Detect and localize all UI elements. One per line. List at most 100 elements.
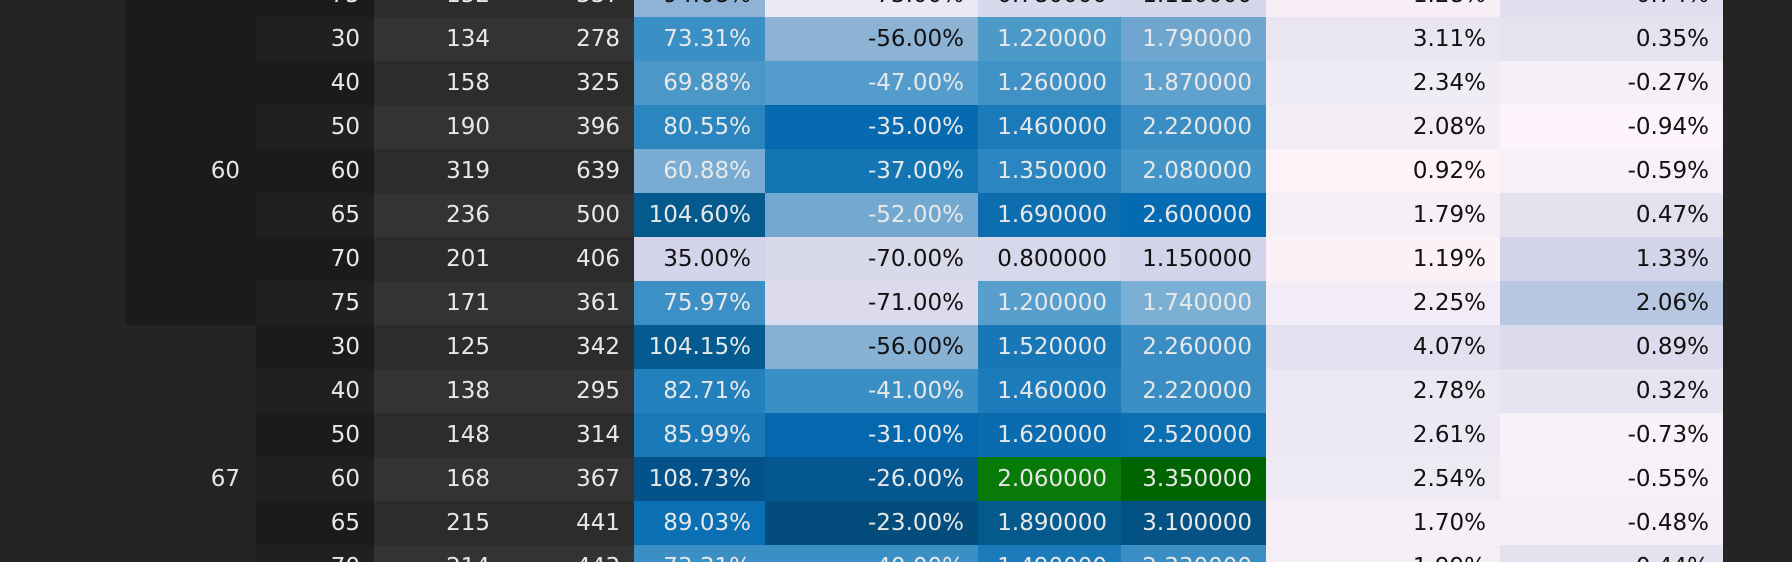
percent-b-cell[interactable]: 0.89% — [1500, 325, 1723, 369]
change-cell[interactable]: -41.00% — [765, 369, 978, 413]
metric-a-cell[interactable]: 1.460000 — [978, 105, 1121, 149]
count-b-cell[interactable]: 361 — [576, 290, 620, 316]
metric-b-cell[interactable]: 2.220000 — [1121, 105, 1266, 149]
ratio-cell[interactable]: 85.99% — [634, 413, 765, 457]
percent-b-cell[interactable]: 2.06% — [1500, 281, 1723, 325]
count-b-cell[interactable]: 443 — [504, 545, 634, 562]
percent-a-cell[interactable]: 1.99% — [1266, 545, 1500, 562]
metric-b-cell[interactable]: 2.080000 — [1121, 149, 1266, 193]
count-a-cell[interactable]: 148 — [446, 422, 490, 448]
percent-b-cell[interactable]: -0.48% — [1500, 501, 1723, 545]
count-a-cell[interactable]: 201 — [446, 246, 490, 272]
percent-a-cell[interactable]: 3.11% — [1266, 17, 1500, 61]
ratio-cell[interactable]: 35.00% — [634, 237, 765, 281]
change-cell[interactable]: -73.00% — [765, 0, 978, 17]
count-a-cell[interactable]: 158 — [446, 70, 490, 96]
metric-b-cell[interactable]: 2.520000 — [1121, 413, 1266, 457]
change-cell[interactable]: -70.00% — [765, 237, 978, 281]
metric-a-cell[interactable]: 1.520000 — [978, 325, 1121, 369]
subgroup-cell[interactable]: 75 — [256, 0, 374, 17]
count-b-cell[interactable]: 342 — [576, 334, 620, 360]
subgroup-cell[interactable]: 40 — [256, 61, 374, 105]
subgroup-cell[interactable]: 70 — [256, 545, 374, 562]
change-cell[interactable]: -40.00% — [765, 545, 978, 562]
count-b-cell[interactable]: 367 — [576, 466, 620, 492]
count-a-cell[interactable]: 134 — [446, 26, 490, 52]
percent-a-cell[interactable]: 2.08% — [1266, 105, 1500, 149]
count-a-cell[interactable]: 168 — [446, 466, 490, 492]
percent-b-cell[interactable]: -0.73% — [1500, 413, 1723, 457]
count-a-cell[interactable]: 214 — [374, 545, 504, 562]
metric-a-cell[interactable]: 1.260000 — [978, 61, 1121, 105]
metric-a-cell[interactable]: 0.800000 — [978, 237, 1121, 281]
subgroup-cell[interactable]: 60 — [256, 149, 374, 193]
subgroup-cell[interactable]: 75 — [256, 281, 374, 325]
metric-b-cell[interactable]: 2.220000 — [1121, 369, 1266, 413]
change-cell[interactable]: -31.00% — [765, 413, 978, 457]
ratio-cell[interactable]: 104.60% — [634, 193, 765, 237]
subgroup-cell[interactable]: 40 — [256, 369, 374, 413]
count-a-cell[interactable]: 190 — [446, 114, 490, 140]
ratio-cell[interactable]: 82.71% — [634, 369, 765, 413]
change-cell[interactable]: -26.00% — [765, 457, 978, 501]
metric-b-cell[interactable]: 3.100000 — [1121, 501, 1266, 545]
ratio-cell[interactable]: 73.31% — [634, 545, 765, 562]
percent-b-cell[interactable]: -0.27% — [1500, 61, 1723, 105]
metric-a-cell[interactable]: 1.220000 — [978, 17, 1121, 61]
metric-a-cell[interactable]: 1.890000 — [978, 501, 1121, 545]
percent-a-cell[interactable]: 2.54% — [1266, 457, 1500, 501]
metric-a-cell[interactable]: 1.460000 — [978, 369, 1121, 413]
subgroup-cell[interactable]: 65 — [256, 501, 374, 545]
count-b-cell[interactable]: 314 — [576, 422, 620, 448]
percent-a-cell[interactable]: 4.07% — [1266, 325, 1500, 369]
subgroup-cell[interactable]: 30 — [256, 17, 374, 61]
count-b-cell[interactable]: 337 — [504, 0, 634, 17]
ratio-cell[interactable]: 80.55% — [634, 105, 765, 149]
count-a-cell[interactable]: 171 — [446, 290, 490, 316]
percent-a-cell[interactable]: 1.19% — [1266, 237, 1500, 281]
count-a-cell[interactable]: 215 — [446, 510, 490, 536]
percent-b-cell[interactable]: 1.33% — [1500, 237, 1723, 281]
percent-b-cell[interactable]: 0.35% — [1500, 17, 1723, 61]
metric-a-cell[interactable]: 1.350000 — [978, 149, 1121, 193]
change-cell[interactable]: -56.00% — [765, 325, 978, 369]
change-cell[interactable]: -71.00% — [765, 281, 978, 325]
count-a-cell[interactable]: 319 — [446, 158, 490, 184]
count-a-cell[interactable]: 152 — [374, 0, 504, 17]
ratio-cell[interactable]: 104.15% — [634, 325, 765, 369]
subgroup-cell[interactable]: 50 — [256, 105, 374, 149]
metric-a-cell[interactable]: 1.690000 — [978, 193, 1121, 237]
percent-a-cell[interactable]: 2.78% — [1266, 369, 1500, 413]
metric-a-cell[interactable]: 1.620000 — [978, 413, 1121, 457]
percent-b-cell[interactable]: 0.74% — [1500, 0, 1723, 17]
count-b-cell[interactable]: 406 — [576, 246, 620, 272]
ratio-cell[interactable]: 89.03% — [634, 501, 765, 545]
metric-b-cell[interactable]: 1.790000 — [1121, 17, 1266, 61]
percent-a-cell[interactable]: 1.79% — [1266, 193, 1500, 237]
count-b-cell[interactable]: 639 — [576, 158, 620, 184]
metric-b-cell[interactable]: 3.350000 — [1121, 457, 1266, 501]
metric-a-cell[interactable]: 0.780000 — [978, 0, 1121, 17]
count-b-cell[interactable]: 500 — [576, 202, 620, 228]
percent-a-cell[interactable]: 1.70% — [1266, 501, 1500, 545]
metric-b-cell[interactable]: 1.870000 — [1121, 61, 1266, 105]
metric-b-cell[interactable]: 1.110000 — [1121, 0, 1266, 17]
metric-a-cell[interactable]: 2.060000 — [978, 457, 1121, 501]
percent-b-cell[interactable]: -0.59% — [1500, 149, 1723, 193]
metric-a-cell[interactable]: 1.490000 — [978, 545, 1121, 562]
ratio-cell[interactable]: 69.88% — [634, 61, 765, 105]
count-a-cell[interactable]: 125 — [446, 334, 490, 360]
percent-a-cell[interactable]: 2.34% — [1266, 61, 1500, 105]
change-cell[interactable]: -47.00% — [765, 61, 978, 105]
percent-a-cell[interactable]: 1.28% — [1266, 0, 1500, 17]
count-b-cell[interactable]: 441 — [576, 510, 620, 536]
percent-b-cell[interactable]: -0.55% — [1500, 457, 1723, 501]
count-a-cell[interactable]: 138 — [446, 378, 490, 404]
change-cell[interactable]: -35.00% — [765, 105, 978, 149]
subgroup-cell[interactable]: 70 — [256, 237, 374, 281]
ratio-cell[interactable]: 108.73% — [634, 457, 765, 501]
count-b-cell[interactable]: 295 — [576, 378, 620, 404]
count-b-cell[interactable]: 396 — [576, 114, 620, 140]
metric-b-cell[interactable]: 1.740000 — [1121, 281, 1266, 325]
change-cell[interactable]: -56.00% — [765, 17, 978, 61]
